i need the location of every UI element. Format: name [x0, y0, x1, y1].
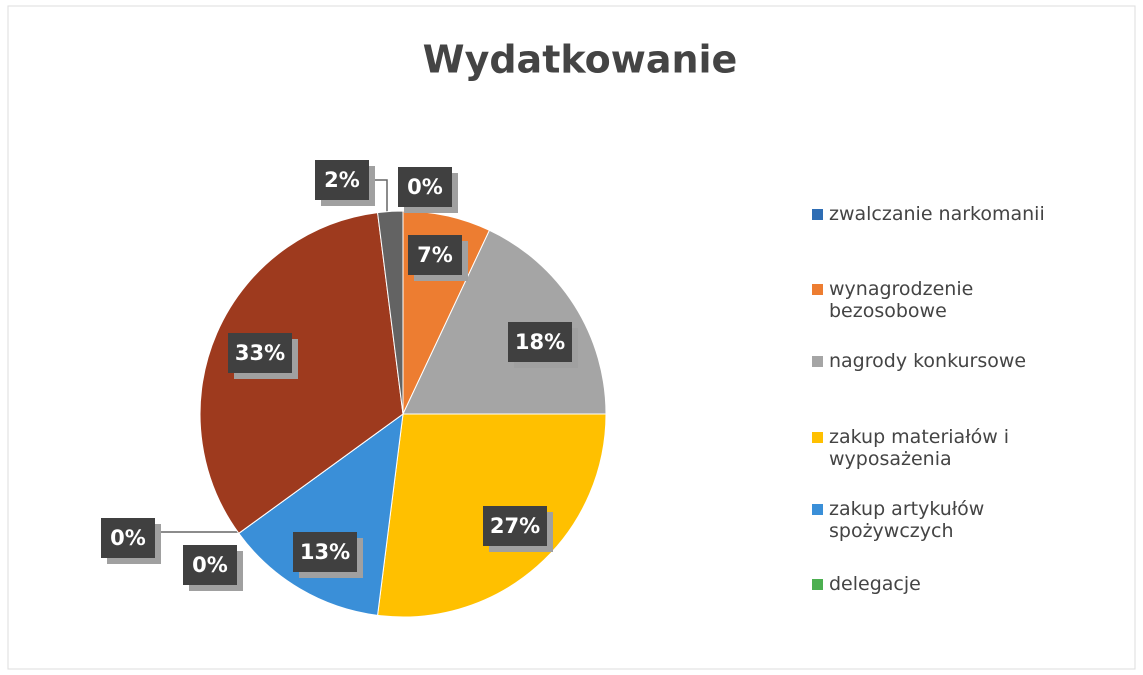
legend-swatch [812, 284, 823, 295]
legend-item: zakup materiałów i wyposażenia [812, 426, 1132, 470]
label-box [101, 518, 155, 558]
data-label: 33% [235, 341, 285, 365]
data-label: 7% [417, 243, 453, 267]
pie-slice [402, 229, 607, 415]
data-label: 27% [490, 514, 540, 538]
legend-item: nagrody konkursowe [812, 350, 1132, 372]
legend-item: wynagrodzenie bezosobowe [812, 278, 1132, 322]
legend-swatch [812, 209, 823, 220]
data-label: 0% [407, 175, 443, 199]
data-label: 0% [110, 526, 146, 550]
legend-item: zwalczanie narkomanii [812, 203, 1132, 225]
label-box [408, 235, 462, 275]
legend-swatch [812, 356, 823, 367]
label-box [183, 545, 237, 585]
legend-swatch [812, 432, 823, 443]
legend-label: zakup materiałów i wyposażenia [829, 426, 1010, 470]
label-box [228, 333, 292, 373]
legend-label: zakup artykułów spożywczych [829, 498, 985, 542]
pie-slice [376, 210, 404, 415]
legend-label: delegacje [829, 573, 921, 595]
data-label: 13% [300, 540, 350, 564]
legend-label: nagrody konkursowe [829, 350, 1027, 372]
label-box [315, 160, 369, 200]
legend-item: delegacje [812, 573, 1132, 595]
slices [199, 210, 607, 618]
data-label: 0% [192, 553, 228, 577]
label-box [483, 506, 547, 546]
pie-slice [199, 212, 404, 535]
label-box [293, 532, 357, 572]
label-box [398, 167, 452, 207]
legend-label: zwalczanie narkomanii [829, 203, 1045, 225]
chart-title: Wydatkowanie [423, 38, 738, 82]
legend-item: zakup artykułów spożywczych [812, 498, 1132, 542]
label-box [508, 322, 572, 362]
frame [7, 5, 1136, 670]
legend-swatch [812, 579, 823, 590]
data-label: 18% [515, 330, 565, 354]
legend-swatch [812, 504, 823, 515]
legend-label: wynagrodzenie bezosobowe [829, 278, 974, 322]
data-label: 2% [324, 168, 360, 192]
